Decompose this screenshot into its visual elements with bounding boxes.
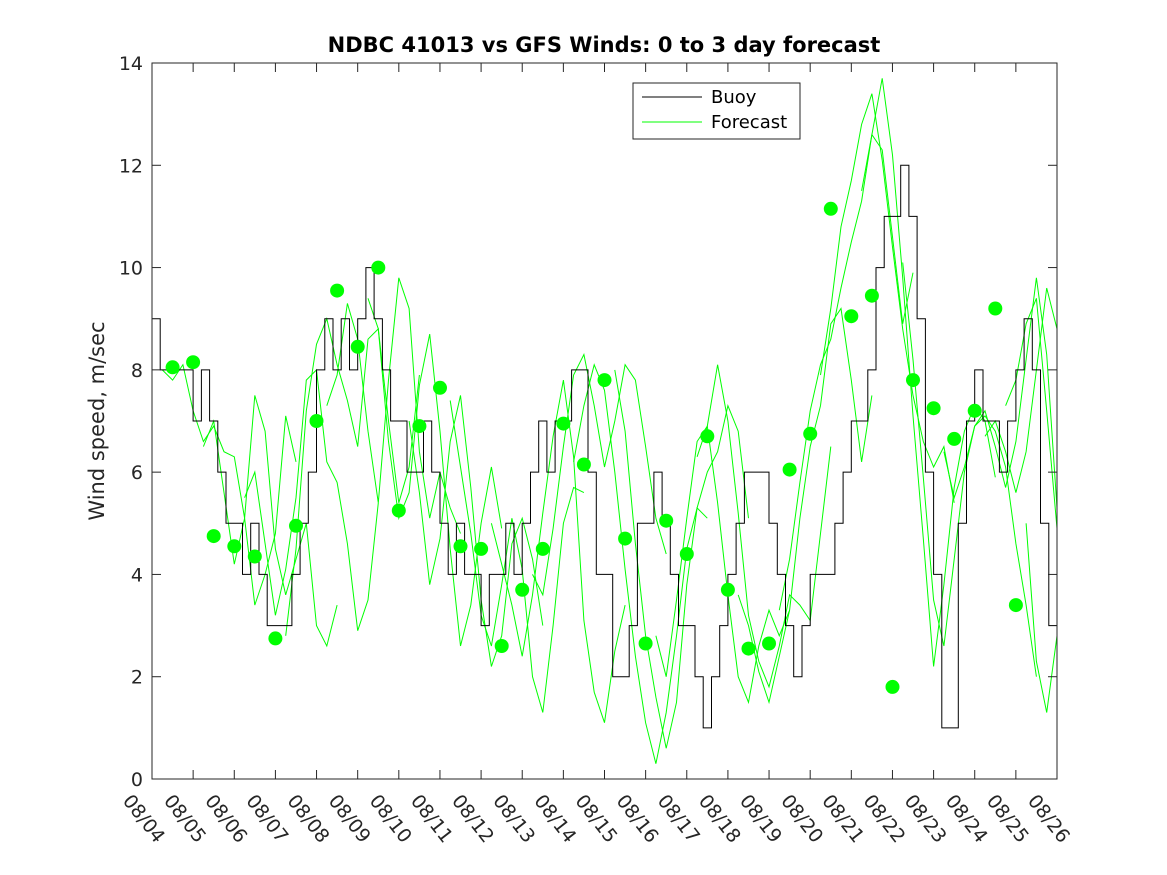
forecast-point [864,288,879,303]
forecast-run-line-17 [820,93,955,503]
legend-buoy-label: Buoy [711,87,757,108]
forecast-run-line-1 [161,363,297,606]
forecast-run-line-19 [902,262,1037,677]
forecast-point [679,547,694,561]
forecast-point [967,403,982,418]
forecast-run-line-22 [1005,298,1057,535]
forecast-run-line-5 [326,277,461,534]
forecast-point [350,339,365,354]
forecast-point [823,201,838,216]
forecast-point [947,431,962,446]
forecast-point [618,531,633,546]
forecast-point [638,636,653,651]
forecast-point [391,503,406,518]
forecast-run-line-7 [408,395,544,667]
forecast-point [844,309,859,324]
forecast-point [474,541,489,556]
forecast-point [412,419,427,434]
forecast-point [227,539,242,554]
forecast-run-line-11 [573,363,708,764]
buoy-series-line [152,164,1057,729]
forecast-run-line-6 [367,298,503,647]
forecast-point [515,582,530,597]
y-tick-label: 2 [131,667,143,689]
plot-area [152,63,1057,779]
forecast-run-line-8 [449,400,585,713]
forecast-point [186,355,201,370]
y-tick-label: 4 [131,564,143,586]
forecast-run-line-23 [1025,523,1057,713]
forecast-point [988,301,1003,316]
forecast-run-line-15 [737,307,873,705]
forecast-point [535,541,550,556]
forecast-run-line-4 [285,317,420,636]
forecast-point [720,582,735,597]
forecast-point [803,426,818,441]
y-tick-label: 12 [119,155,143,177]
forecast-run-line-9 [490,380,626,723]
forecast-point [289,518,303,533]
forecast-run-line-14 [696,364,832,689]
forecast-point [762,636,776,651]
forecast-run-line-16 [778,133,914,611]
forecast-point [741,641,756,656]
forecast-point [556,416,571,431]
y-tick-label: 8 [131,360,143,382]
forecast-point [885,679,900,694]
forecast-point [1008,598,1023,613]
series-layer [152,78,1057,764]
forecast-point [926,401,941,416]
forecast-run-line-10 [532,352,667,597]
legend-box [632,82,801,140]
forecast-point [906,373,920,388]
forecast-point [597,373,612,388]
forecast-point [247,549,262,564]
legend-forecast-label: Forecast [711,112,787,133]
forecast-point [268,631,283,646]
forecast-point [782,462,797,477]
forecast-point [309,414,324,428]
forecast-point [206,529,221,544]
y-tick-label: 10 [119,258,143,280]
forecast-point [576,457,591,472]
forecast-point [165,360,180,375]
forecast-point [494,639,509,653]
forecast-point [433,380,447,395]
forecast-point [659,513,674,528]
forecast-point [330,283,345,298]
y-tick-label: 14 [119,53,143,75]
y-tick-label: 6 [131,462,143,484]
forecast-point [371,260,386,275]
y-tick-label: 0 [131,769,143,791]
y-axis-label: Wind speed, m/sec [85,321,109,520]
legend: Buoy Forecast [632,82,801,140]
forecast-point [453,539,468,554]
chart-title: NDBC 41013 vs GFS Winds: 0 to 3 day fore… [328,33,881,57]
forecast-point [700,429,715,444]
